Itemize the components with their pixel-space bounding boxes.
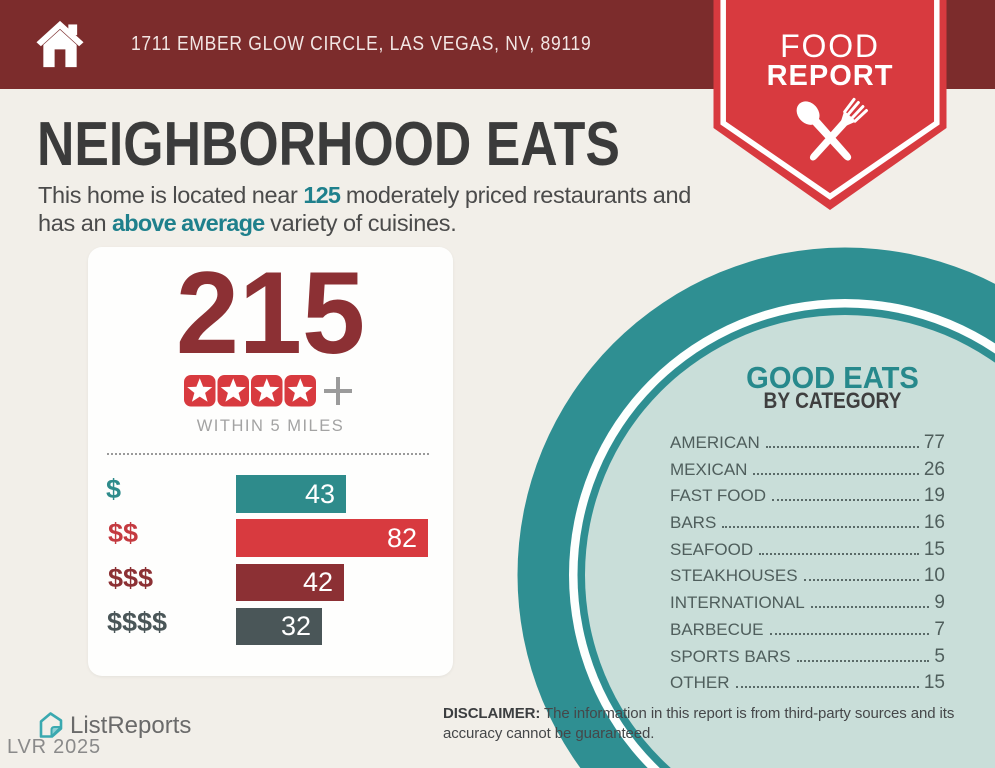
svg-text:REPORT: REPORT — [767, 60, 894, 92]
svg-text:FOOD: FOOD — [780, 28, 880, 64]
